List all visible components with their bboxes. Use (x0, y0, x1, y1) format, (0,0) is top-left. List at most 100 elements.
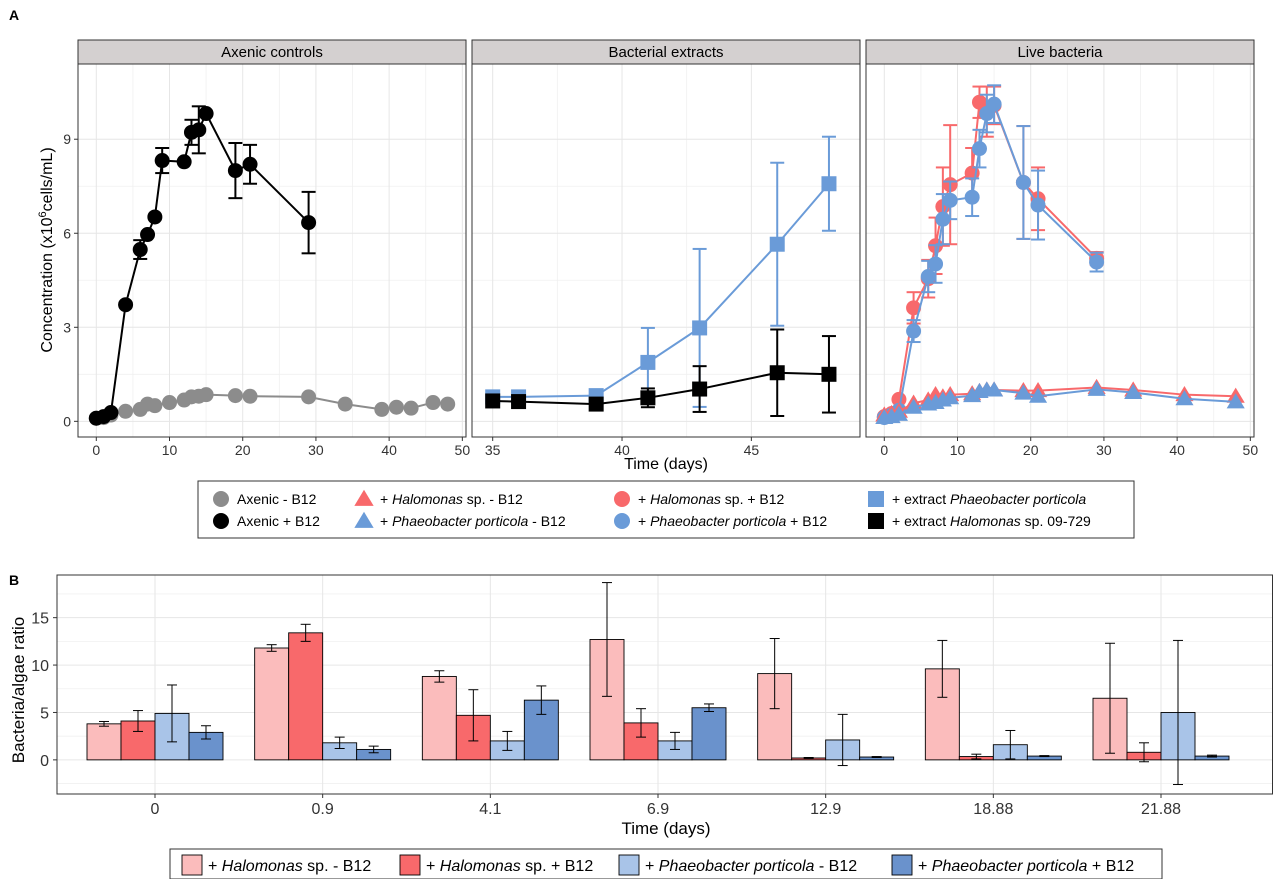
data-point (337, 396, 353, 412)
data-point (906, 300, 922, 316)
data-point (162, 395, 178, 411)
data-point (374, 401, 390, 417)
facet-title: Axenic controls (221, 44, 323, 61)
data-point (242, 388, 258, 404)
legend-label: + extract Phaeobacter porticola (892, 491, 1086, 507)
facet-frame (865, 63, 1255, 438)
bar (288, 632, 324, 761)
data-point (1028, 387, 1048, 403)
legend-label: + extract Halomonas sp. 09-729 (892, 513, 1091, 529)
legend-key (614, 513, 630, 529)
legend-key (891, 854, 913, 876)
legend-item-phaeo_plus: + Phaeobacter porticola + B12 (614, 513, 827, 529)
series-line (492, 183, 830, 398)
series-axenic_minus (88, 387, 456, 426)
series-halo_minus (86, 582, 1128, 761)
plot-frame (56, 574, 1273, 795)
legend-key (399, 854, 421, 876)
data-point (198, 106, 214, 122)
bar (86, 723, 122, 761)
x-tick-label: 20 (235, 442, 251, 458)
chart-b: 0 0.9 4.1 6.9 12.9 18.88 21.88 0 5 10 15 Time (days… (9, 574, 1273, 879)
data-point (1015, 174, 1031, 190)
series-halo_plus (876, 85, 1105, 425)
data-point (906, 323, 922, 339)
legend-key (181, 854, 203, 876)
data-point (1226, 393, 1245, 409)
legend-b: + Halomonas sp. - B12 + Halomonas sp. + B… (169, 848, 1163, 879)
legend-label: + Phaeobacter porticola - B12 (645, 858, 857, 875)
data-point (1087, 380, 1106, 396)
data-point (928, 256, 944, 272)
x-tick-label: 0 (151, 801, 160, 818)
legend-key (213, 491, 229, 507)
x-tick-label: 35 (485, 442, 501, 458)
data-point (425, 395, 441, 411)
data-point (971, 141, 987, 157)
data-point (191, 122, 207, 138)
x-tick-label: 50 (1243, 442, 1259, 458)
data-point (941, 389, 960, 405)
y-tick-label: 3 (63, 319, 71, 335)
x-tick-label: 30 (308, 442, 324, 458)
data-point (904, 398, 923, 414)
legend-key (868, 491, 884, 507)
legend-key (618, 854, 640, 876)
data-point (118, 403, 134, 419)
data-point (769, 236, 785, 252)
data-point (769, 365, 785, 381)
data-point (985, 381, 1004, 397)
data-point (103, 405, 119, 421)
y-tick-label: 5 (40, 705, 49, 722)
data-point (140, 227, 156, 243)
x-tick-label: 40 (381, 442, 397, 458)
legend-item-extract_phaeo: + extract Phaeobacter porticola (868, 491, 1086, 507)
y-tick-label: 6 (63, 225, 71, 241)
legend-item-halo_minus: + Halomonas sp. - B12 (181, 854, 371, 876)
data-point (511, 394, 527, 410)
legend-item-halo_plus: + Halomonas sp. + B12 (399, 854, 593, 876)
facet-1: Bacterial extracts 35 40 45 (471, 39, 861, 458)
panel-a-label: A (9, 7, 19, 23)
data-point (1014, 384, 1033, 400)
data-point (147, 398, 163, 414)
legend-item-axenic_minus: Axenic - B12 (213, 491, 317, 507)
facet-0: Axenic controls 0 10 20 30 40 50 0 3 6 9 (63, 39, 470, 458)
x-tick-label: 20 (1023, 442, 1039, 458)
data-point (588, 396, 604, 412)
x-tick-label: 45 (744, 442, 760, 458)
legend-box (169, 848, 1163, 879)
data-point (935, 211, 951, 227)
x-axis-title: Time (days) (624, 456, 708, 473)
x-tick-label: 6.9 (647, 801, 669, 818)
legend-item-extract_halo: + extract Halomonas sp. 09-729 (868, 513, 1091, 529)
data-point (132, 242, 148, 258)
x-tick-label: 0 (880, 442, 888, 458)
legend-label: + Halomonas sp. + B12 (426, 858, 593, 875)
series-axenic_plus (88, 105, 317, 426)
data-point (891, 391, 907, 407)
y-tick-label: 15 (31, 611, 49, 628)
legend-item-phaeo_plus: + Phaeobacter porticola + B12 (891, 854, 1134, 876)
panel-b-label: B (9, 572, 19, 588)
series-line (883, 102, 1098, 419)
data-point (227, 163, 243, 179)
legend-item-phaeo_minus: + Phaeobacter porticola - B12 (618, 854, 857, 876)
legend-key (354, 489, 374, 506)
facet-2: Live bacteria 0 10 20 30 40 50 (865, 39, 1259, 458)
bar (421, 675, 457, 761)
legend-a: Axenic - B12 Axenic + B12 + Halomonas sp. … (197, 480, 1135, 539)
x-tick-label: 4.1 (479, 801, 501, 818)
data-point (227, 388, 243, 404)
x-tick-label: 12.9 (810, 801, 841, 818)
legend-label: Axenic + B12 (237, 513, 320, 529)
data-point (1030, 197, 1046, 213)
legend-label: + Phaeobacter porticola + B12 (638, 513, 827, 529)
series-line (96, 111, 310, 420)
legend-key (213, 513, 229, 529)
legend-label: + Halomonas sp. - B12 (208, 858, 371, 875)
y-tick-label: 10 (31, 658, 49, 675)
y-axis-title: Concentration (x106cells/mL) (37, 147, 56, 352)
series-line (883, 99, 1098, 418)
